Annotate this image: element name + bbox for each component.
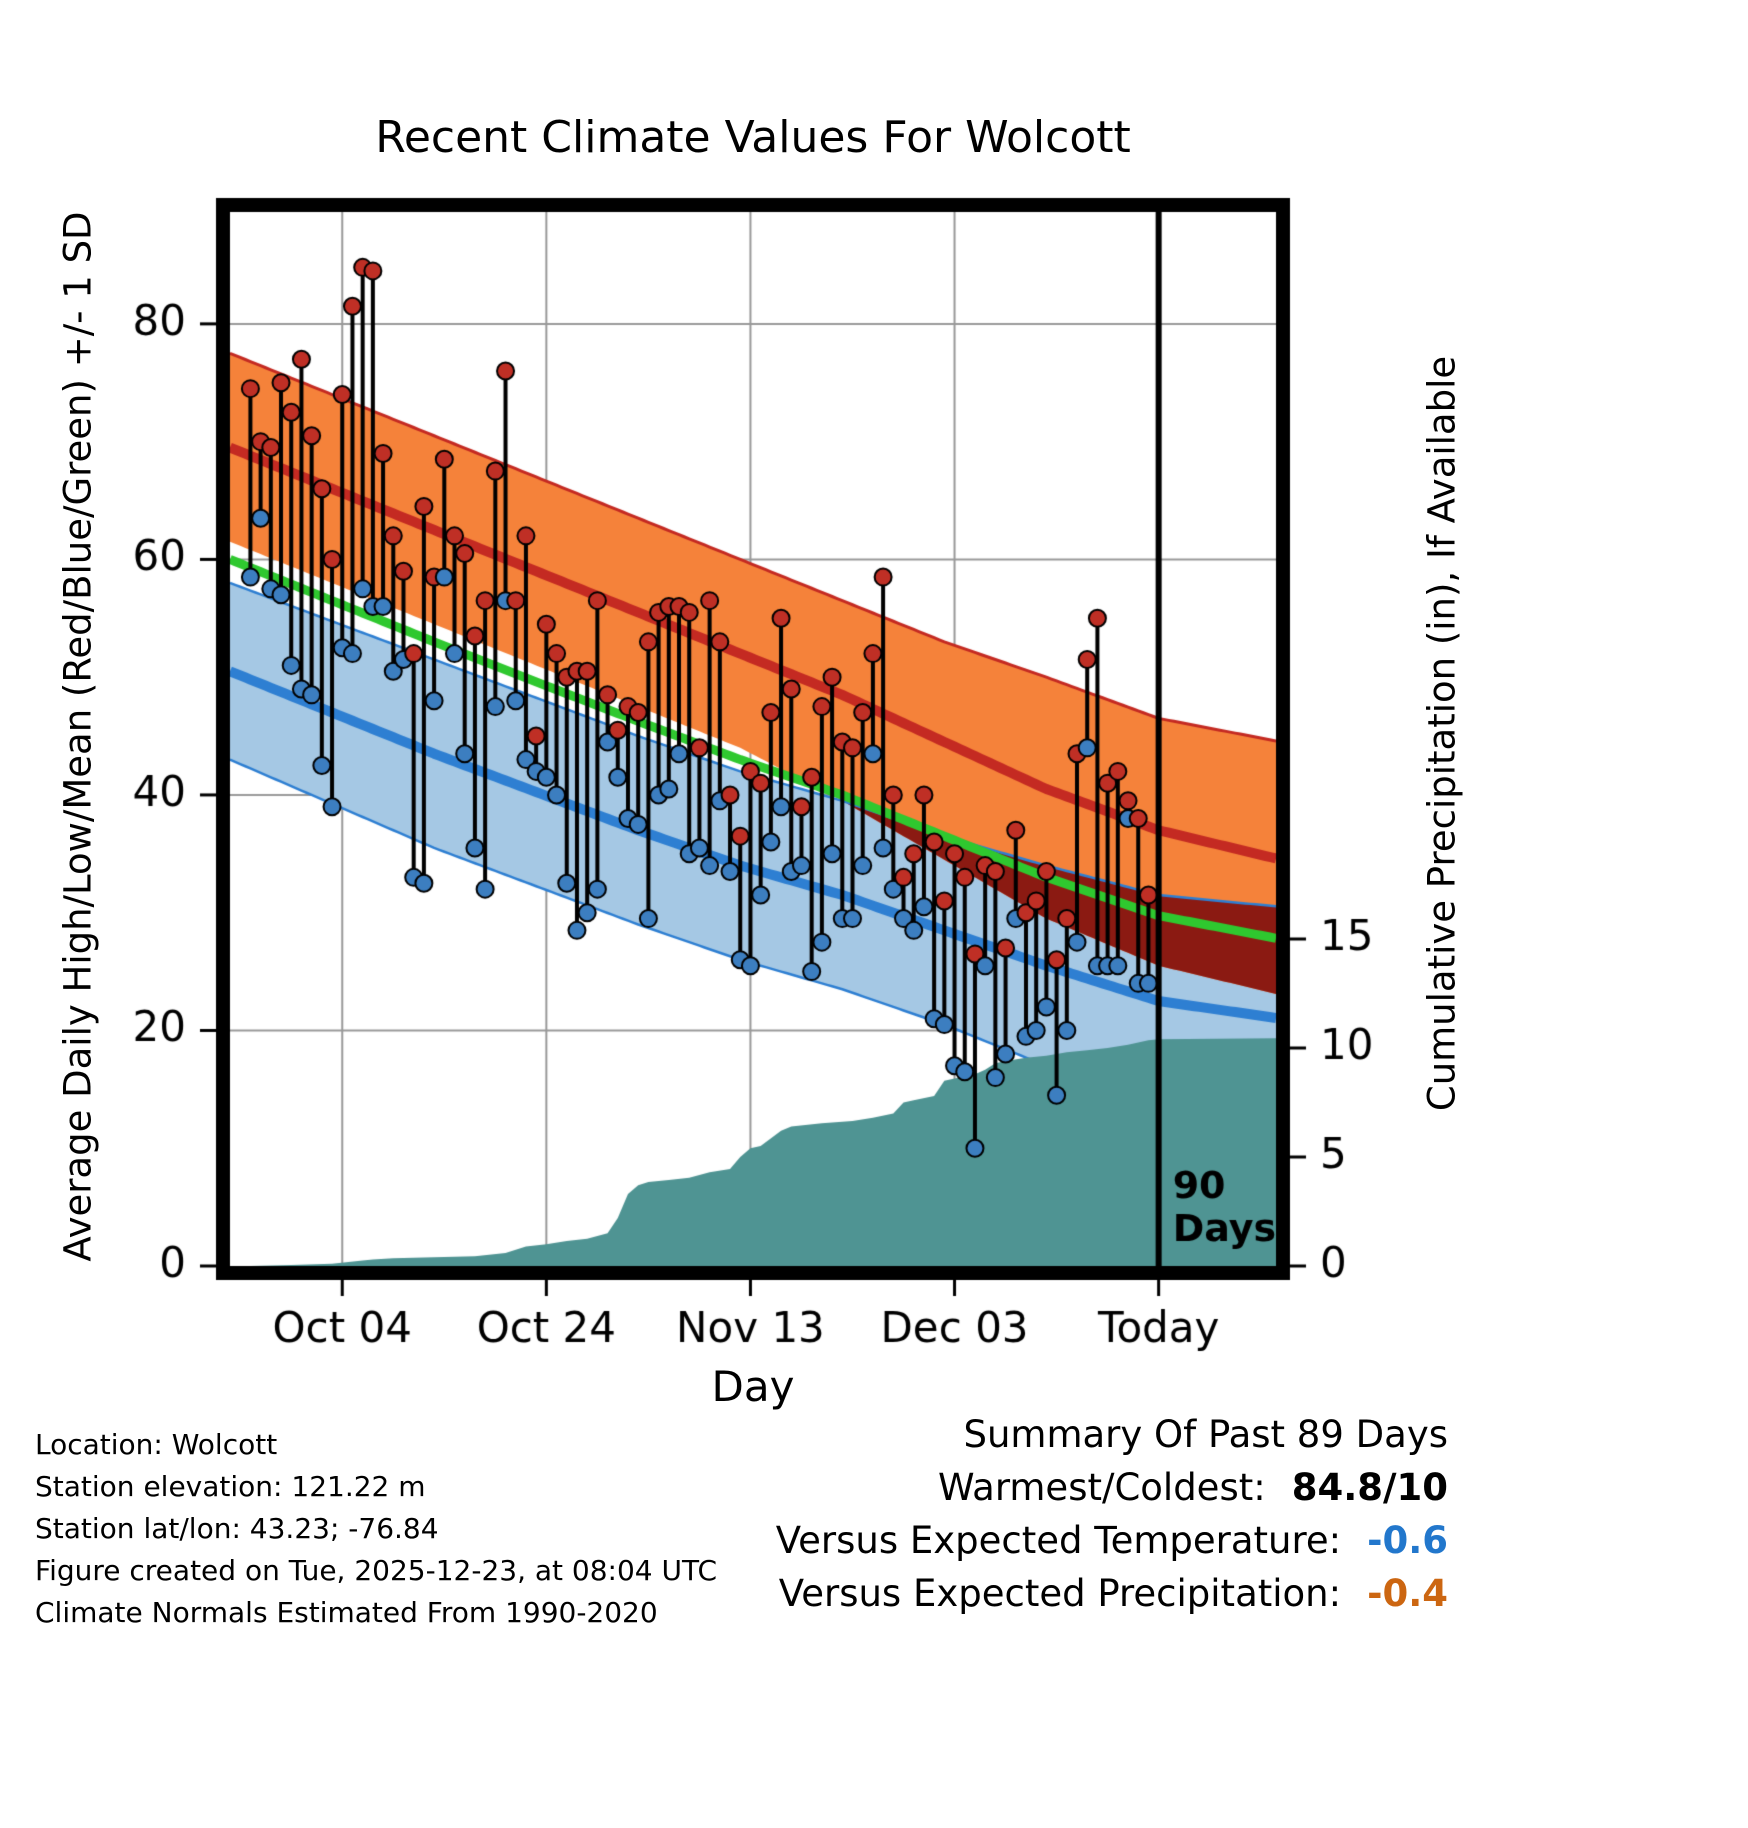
summary-block: Summary Of Past 89 Days Warmest/Coldest:… — [776, 1408, 1448, 1620]
vs-temp-label: Versus Expected Temperature: — [775, 1519, 1342, 1562]
vs-precip-label: Versus Expected Precipitation: — [778, 1572, 1342, 1615]
summary-warmest-coldest: Warmest/Coldest: 84.8/10 — [776, 1461, 1448, 1514]
right-axis-title: Cumulative Precipitation (in), If Availa… — [1420, 355, 1464, 1112]
summary-vs-precipitation: Versus Expected Precipitation: -0.4 — [776, 1567, 1448, 1620]
info-normals: Climate Normals Estimated From 1990-2020 — [35, 1596, 658, 1629]
info-latlon: Station lat/lon: 43.23; -76.84 — [35, 1512, 439, 1545]
info-created: Figure created on Tue, 2025-12-23, at 08… — [35, 1554, 718, 1587]
info-location: Location: Wolcott — [35, 1428, 278, 1461]
summary-temp-value: -0.6 — [1367, 1519, 1448, 1562]
chart-title: Recent Climate Values For Wolcott — [375, 112, 1131, 163]
summary-precip-value: -0.4 — [1367, 1572, 1448, 1615]
x-axis-title: Day — [711, 1362, 795, 1411]
info-elevation: Station elevation: 121.22 m — [35, 1470, 426, 1503]
left-axis-title: Average Daily High/Low/Mean (Red/Blue/Gr… — [56, 211, 100, 1262]
warmest-coldest-label: Warmest/Coldest: — [937, 1466, 1266, 1509]
warmest-coldest-value: 84.8/10 — [1291, 1466, 1448, 1509]
station-info-block: Location: Wolcott Station elevation: 121… — [35, 1424, 717, 1634]
summary-heading: Summary Of Past 89 Days — [963, 1413, 1448, 1456]
summary-vs-temperature: Versus Expected Temperature: -0.6 — [776, 1514, 1448, 1567]
